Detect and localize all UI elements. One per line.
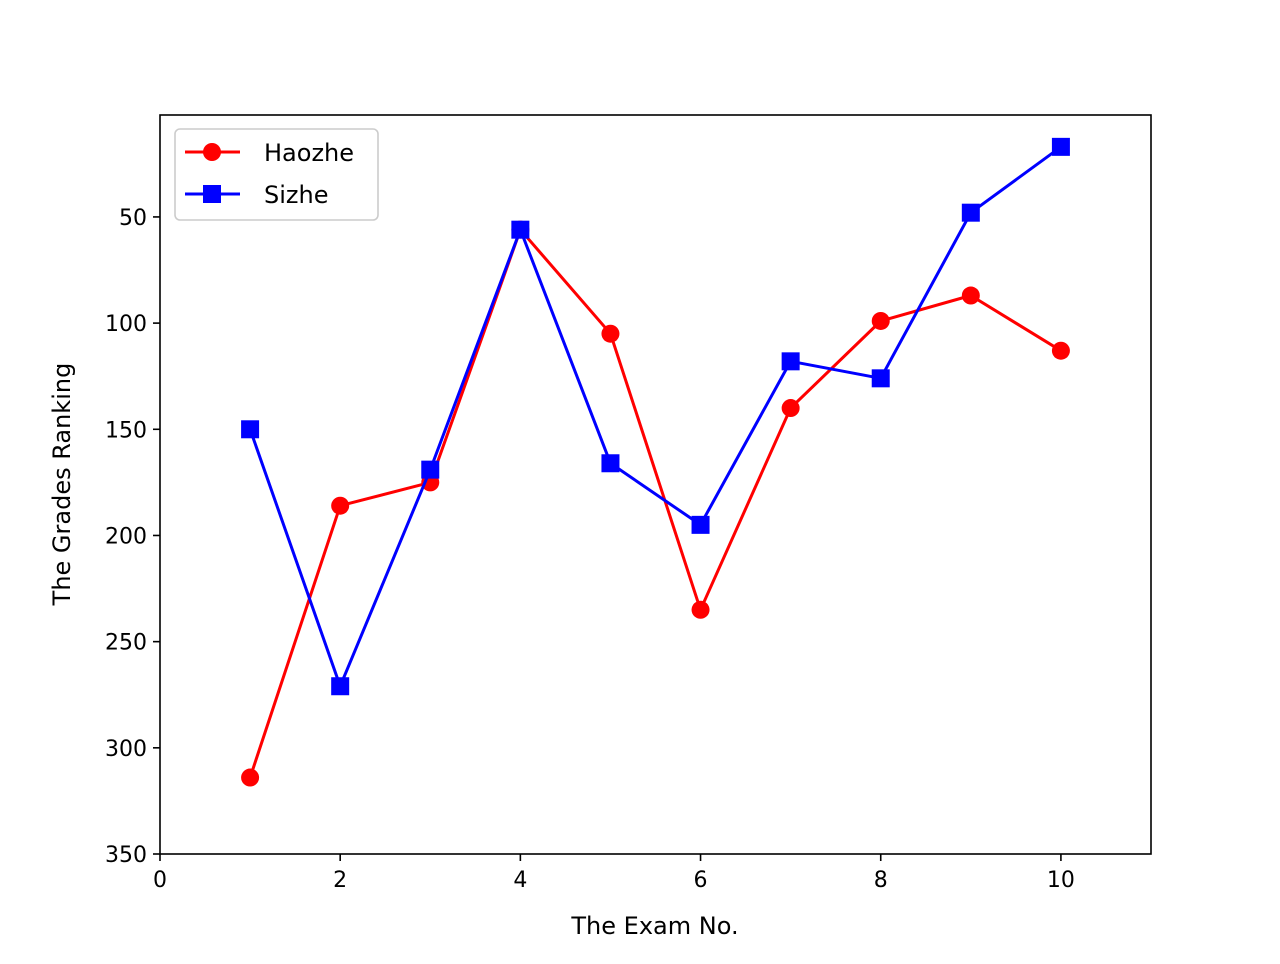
legend-entry-haozhe: Haozhe — [185, 139, 354, 167]
data-point-haozhe — [961, 286, 980, 305]
data-point-sizhe — [601, 454, 620, 473]
axis-ticks: 0 2 4 6 8 10 50 100 150 200 250 300 350 — [105, 206, 1075, 893]
data-point-sizhe — [241, 420, 260, 439]
x-tick-label: 0 — [153, 868, 167, 893]
y-tick-label: 250 — [105, 631, 147, 656]
x-tick-label: 10 — [1047, 868, 1075, 893]
legend: Haozhe Sizhe — [174, 128, 379, 221]
x-tick-label: 2 — [333, 868, 347, 893]
x-tick-label: 4 — [513, 868, 527, 893]
series-line-haozhe — [248, 228, 1062, 779]
y-tick-label: 150 — [105, 418, 147, 443]
data-point-sizhe — [421, 460, 440, 479]
data-point-sizhe — [781, 352, 800, 371]
y-tick-label: 200 — [105, 524, 147, 549]
data-point-haozhe — [781, 399, 800, 418]
legend-marker-sizhe — [203, 185, 221, 203]
y-axis-label: The Grades Ranking — [48, 363, 76, 607]
legend-marker-haozhe — [203, 143, 221, 161]
y-tick-label: 350 — [105, 843, 147, 868]
plot-area-frame — [159, 114, 1152, 855]
legend-label-haozhe: Haozhe — [264, 139, 354, 167]
series-haozhe — [241, 220, 1070, 787]
legend-entry-sizhe: Sizhe — [185, 181, 328, 209]
data-point-sizhe — [511, 220, 530, 239]
x-axis-label: The Exam No. — [570, 912, 738, 940]
x-tick-label: 8 — [874, 868, 888, 893]
y-tick-label: 100 — [105, 312, 147, 337]
data-point-sizhe — [961, 203, 980, 222]
series-sizhe — [241, 137, 1070, 696]
data-point-sizhe — [331, 677, 350, 696]
data-point-haozhe — [1051, 341, 1070, 360]
data-point-haozhe — [691, 600, 710, 619]
y-tick-label: 300 — [105, 737, 147, 762]
series-layer — [241, 137, 1070, 787]
y-tick-label: 50 — [119, 206, 147, 231]
data-point-sizhe — [691, 515, 710, 534]
x-tick-label: 6 — [694, 868, 708, 893]
data-point-sizhe — [1051, 137, 1070, 156]
legend-label-sizhe: Sizhe — [264, 181, 328, 209]
series-line-sizhe — [248, 145, 1062, 688]
data-point-haozhe — [601, 324, 620, 343]
data-point-haozhe — [871, 311, 890, 330]
data-point-sizhe — [871, 369, 890, 388]
data-point-haozhe — [331, 496, 350, 515]
data-point-haozhe — [241, 768, 260, 787]
